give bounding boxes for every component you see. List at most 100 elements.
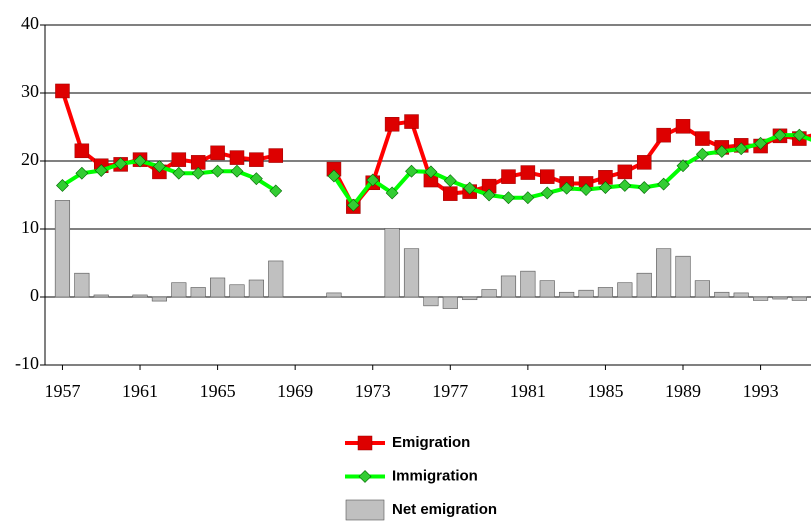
bar: [520, 270, 536, 298]
legend-marker: [357, 435, 373, 451]
marker: [599, 181, 612, 194]
marker: [152, 160, 166, 173]
x-tick-label: 1957: [44, 381, 80, 401]
marker: [230, 164, 244, 178]
marker: [191, 166, 205, 180]
legend-label: Emigration: [392, 434, 470, 451]
bar: [326, 292, 342, 298]
marker: [268, 148, 284, 163]
marker: [405, 164, 418, 178]
marker: [74, 143, 90, 159]
x-tick-label: 1985: [587, 381, 623, 401]
marker: [114, 157, 128, 171]
marker: [269, 184, 283, 198]
marker: [463, 181, 477, 195]
grid: [40, 24, 811, 370]
bar: [481, 289, 497, 298]
y-tick-label: 40: [21, 13, 39, 33]
marker: [75, 166, 89, 180]
marker: [229, 150, 245, 165]
marker: [56, 179, 69, 192]
bar: [190, 287, 206, 298]
marker: [211, 164, 225, 178]
marker: [676, 159, 690, 173]
bar: [462, 296, 478, 301]
marker: [482, 188, 496, 202]
bar: [675, 255, 691, 298]
marker: [502, 191, 515, 205]
bar: [248, 279, 264, 298]
bar: [54, 200, 71, 298]
marker: [249, 152, 264, 167]
marker: [385, 186, 399, 200]
marker: [249, 172, 263, 186]
marker: [443, 186, 458, 201]
bar: [733, 292, 749, 298]
marker: [637, 181, 651, 194]
bar: [151, 296, 167, 302]
marker: [636, 155, 652, 170]
marker: [656, 127, 671, 143]
bar: [229, 284, 245, 298]
marker: [695, 147, 709, 161]
bar: [74, 272, 90, 298]
legend-label: Immigration: [392, 467, 478, 484]
bar: [791, 296, 807, 301]
x-tick-label: 1993: [743, 381, 779, 401]
marker: [792, 128, 806, 142]
marker: [366, 173, 380, 187]
marker: [133, 154, 147, 168]
bar: [132, 294, 148, 298]
marker: [346, 198, 360, 212]
bar: [442, 296, 458, 309]
marker: [715, 145, 729, 158]
marker: [540, 169, 555, 184]
marker: [675, 119, 691, 134]
bar: [597, 287, 614, 298]
y-tick-label: 20: [21, 149, 39, 169]
x-tick-label: 1969: [277, 381, 313, 401]
bar: [694, 280, 710, 298]
marker: [560, 181, 574, 195]
marker: [501, 169, 516, 184]
bar: [500, 275, 517, 298]
x-tick-label: 1973: [355, 381, 391, 401]
marker: [521, 191, 535, 205]
lines: [55, 83, 811, 214]
bar: [539, 280, 555, 298]
marker: [657, 177, 671, 191]
x-tick-label: 1977: [432, 381, 468, 401]
bar: [268, 260, 284, 298]
marker: [327, 169, 341, 183]
marker: [55, 83, 70, 99]
marker: [579, 183, 593, 196]
marker: [520, 165, 536, 180]
marker: [443, 174, 457, 188]
series-line: [60, 90, 811, 211]
x-tick-label: 1981: [510, 381, 546, 401]
marker: [695, 131, 710, 146]
bar: [578, 289, 594, 298]
marker: [754, 136, 768, 150]
y-tick-label: 10: [21, 217, 39, 237]
legend-swatch: [345, 499, 385, 521]
bar: [753, 296, 769, 301]
bar: [403, 248, 420, 298]
marker: [172, 166, 186, 180]
bar: [656, 248, 672, 298]
bar: [171, 282, 187, 298]
marker: [734, 142, 748, 156]
marker: [540, 186, 554, 200]
x-tick-label: 1965: [200, 381, 236, 401]
bar: [423, 296, 439, 307]
marker: [404, 114, 419, 129]
marker: [773, 128, 787, 142]
bar: [772, 296, 788, 300]
marker: [94, 164, 108, 177]
bar: [210, 277, 226, 298]
marker: [617, 164, 633, 180]
bar: [714, 291, 730, 298]
bar: [93, 294, 109, 298]
marker: [210, 145, 225, 161]
legend-label: Net emigration: [392, 501, 497, 518]
